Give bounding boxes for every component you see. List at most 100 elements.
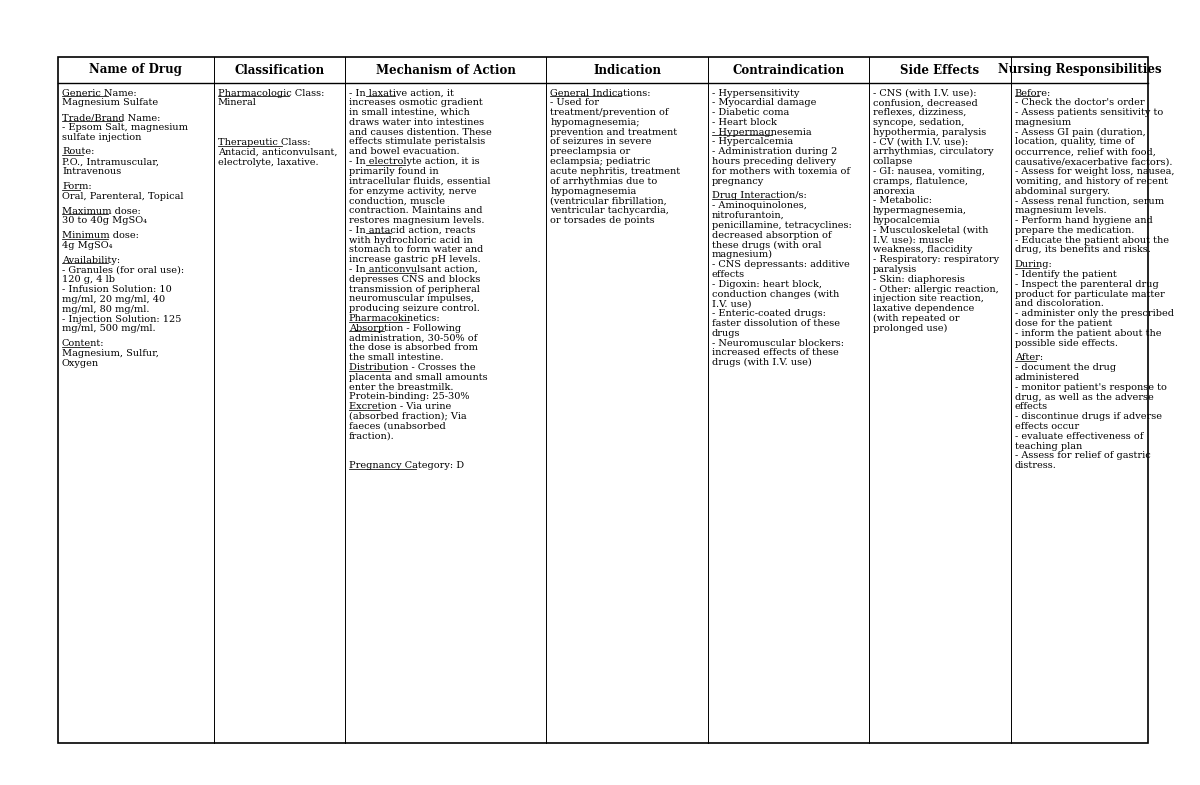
Text: and causes distention. These: and causes distention. These: [349, 128, 492, 137]
Text: Side Effects: Side Effects: [900, 64, 979, 76]
Text: P.O., Intramuscular,: P.O., Intramuscular,: [62, 157, 158, 166]
Text: - Perform hand hygiene and: - Perform hand hygiene and: [1015, 216, 1152, 225]
Text: effects occur: effects occur: [1015, 422, 1079, 431]
Text: - Enteric-coated drugs:: - Enteric-coated drugs:: [712, 309, 826, 318]
Text: Mechanism of Action: Mechanism of Action: [376, 64, 516, 76]
Text: and discoloration.: and discoloration.: [1015, 299, 1104, 309]
Text: - Hypersensitivity: - Hypersensitivity: [712, 89, 799, 97]
Text: Protein-binding: 25-30%: Protein-binding: 25-30%: [349, 392, 469, 401]
Text: contraction. Maintains and: contraction. Maintains and: [349, 206, 482, 215]
Text: for enzyme activity, nerve: for enzyme activity, nerve: [349, 187, 476, 195]
Text: reflexes, dizziness,: reflexes, dizziness,: [872, 108, 966, 117]
Text: decreased absorption of: decreased absorption of: [712, 231, 832, 239]
Text: prolonged use): prolonged use): [872, 323, 947, 333]
Text: mg/ml, 80 mg/ml.: mg/ml, 80 mg/ml.: [62, 305, 150, 314]
Text: - Granules (for oral use):: - Granules (for oral use):: [62, 265, 184, 275]
Text: Pharmacologic Class:: Pharmacologic Class:: [218, 89, 324, 97]
Text: administered: administered: [1015, 373, 1080, 382]
Text: effects: effects: [712, 270, 745, 279]
Text: drug, as well as the adverse: drug, as well as the adverse: [1015, 392, 1153, 401]
Text: magnesium levels.: magnesium levels.: [1015, 206, 1106, 215]
Text: preeclampsia or: preeclampsia or: [551, 148, 630, 156]
Text: Trade/Brand Name:: Trade/Brand Name:: [62, 113, 161, 122]
Text: arrhythmias, circulatory: arrhythmias, circulatory: [872, 148, 994, 156]
Text: laxative dependence: laxative dependence: [872, 304, 974, 313]
Text: Contraindication: Contraindication: [732, 64, 845, 76]
Text: Magnesium, Sulfur,: Magnesium, Sulfur,: [62, 349, 158, 358]
Text: neuromuscular impulses,: neuromuscular impulses,: [349, 294, 474, 303]
Text: placenta and small amounts: placenta and small amounts: [349, 373, 487, 382]
Text: - In laxative action, it: - In laxative action, it: [349, 89, 454, 97]
Text: penicillamine, tetracyclines:: penicillamine, tetracyclines:: [712, 221, 851, 230]
Text: - monitor patient's response to: - monitor patient's response to: [1015, 383, 1166, 392]
Text: - Heart block: - Heart block: [712, 118, 776, 127]
Text: Name of Drug: Name of Drug: [90, 64, 182, 76]
Text: treatment/prevention of: treatment/prevention of: [551, 108, 668, 117]
Text: of arrhythmias due to: of arrhythmias due to: [551, 177, 658, 186]
Text: transmission of peripheral: transmission of peripheral: [349, 284, 480, 294]
Text: depresses CNS and blocks: depresses CNS and blocks: [349, 275, 480, 283]
Text: Magnesium Sulfate: Magnesium Sulfate: [62, 98, 158, 108]
Text: I.V. use): I.V. use): [712, 299, 751, 309]
Text: distress.: distress.: [1015, 461, 1056, 470]
Text: weakness, flaccidity: weakness, flaccidity: [872, 245, 972, 254]
Text: - Inspect the parenteral drug: - Inspect the parenteral drug: [1015, 279, 1158, 289]
Text: Antacid, anticonvulsant,: Antacid, anticonvulsant,: [218, 148, 337, 157]
Text: anorexia: anorexia: [872, 187, 916, 195]
Text: - Assess for weight loss, nausea,: - Assess for weight loss, nausea,: [1015, 167, 1174, 176]
Text: hypothermia, paralysis: hypothermia, paralysis: [872, 128, 986, 137]
Text: location, quality, time of: location, quality, time of: [1015, 137, 1134, 147]
Text: - Identify the patient: - Identify the patient: [1015, 270, 1116, 279]
Text: General Indications:: General Indications:: [551, 89, 650, 97]
Text: 120 g, 4 lb: 120 g, 4 lb: [62, 276, 115, 284]
Text: - Injection Solution: 125: - Injection Solution: 125: [62, 315, 181, 323]
Text: sulfate injection: sulfate injection: [62, 133, 142, 142]
Text: - Infusion Solution: 10: - Infusion Solution: 10: [62, 285, 172, 294]
Text: for mothers with toxemia of: for mothers with toxemia of: [712, 167, 850, 176]
Text: confusion, decreased: confusion, decreased: [872, 98, 978, 108]
Text: with hydrochloric acid in: with hydrochloric acid in: [349, 236, 473, 244]
Text: Absorption - Following: Absorption - Following: [349, 323, 461, 333]
Text: - Hypermagnesemia: - Hypermagnesemia: [712, 128, 811, 137]
Text: causative/exacerbative factors).: causative/exacerbative factors).: [1015, 157, 1172, 166]
Text: intracellular fluids, essential: intracellular fluids, essential: [349, 177, 490, 186]
Text: - Assess patients sensitivity to: - Assess patients sensitivity to: [1015, 108, 1163, 117]
Text: - Neuromuscular blockers:: - Neuromuscular blockers:: [712, 338, 844, 348]
Text: drug, its benefits and risks.: drug, its benefits and risks.: [1015, 245, 1151, 254]
Text: restores magnesium levels.: restores magnesium levels.: [349, 216, 484, 225]
Text: - Assess for relief of gastric: - Assess for relief of gastric: [1015, 451, 1151, 460]
Text: Form:: Form:: [62, 182, 91, 191]
Text: Pharmacokinetics:: Pharmacokinetics:: [349, 314, 440, 323]
Text: faeces (unabsorbed: faeces (unabsorbed: [349, 422, 445, 431]
Text: cramps, flatulence,: cramps, flatulence,: [872, 177, 968, 186]
Text: Excretion - Via urine: Excretion - Via urine: [349, 402, 451, 411]
Text: stomach to form water and: stomach to form water and: [349, 245, 482, 254]
Text: - Respiratory: respiratory: - Respiratory: respiratory: [872, 255, 1000, 264]
Text: acute nephritis, treatment: acute nephritis, treatment: [551, 167, 680, 176]
Text: - In electrolyte action, it is: - In electrolyte action, it is: [349, 157, 479, 166]
Text: I.V. use): muscle: I.V. use): muscle: [872, 236, 954, 244]
Text: paralysis: paralysis: [872, 265, 917, 274]
Text: the small intestine.: the small intestine.: [349, 353, 443, 362]
Text: primarily found in: primarily found in: [349, 167, 438, 176]
Text: collapse: collapse: [872, 157, 913, 166]
Text: - Myocardial damage: - Myocardial damage: [712, 98, 816, 108]
Text: prevention and treatment: prevention and treatment: [551, 128, 678, 137]
Text: - Hypercalcemia: - Hypercalcemia: [712, 137, 793, 147]
Text: the dose is absorbed from: the dose is absorbed from: [349, 343, 478, 352]
Text: drugs: drugs: [712, 329, 740, 338]
Text: - Epsom Salt, magnesium: - Epsom Salt, magnesium: [62, 123, 188, 132]
Text: - CNS depressants: additive: - CNS depressants: additive: [712, 260, 850, 269]
Text: 4g MgSO₄: 4g MgSO₄: [62, 241, 113, 250]
Text: in small intestine, which: in small intestine, which: [349, 108, 469, 117]
Text: increase gastric pH levels.: increase gastric pH levels.: [349, 255, 480, 264]
Text: nitrofurantoin,: nitrofurantoin,: [712, 211, 785, 220]
Text: - discontinue drugs if adverse: - discontinue drugs if adverse: [1015, 412, 1162, 421]
Text: occurrence, relief with food,: occurrence, relief with food,: [1015, 148, 1156, 156]
Text: - GI: nausea, vomiting,: - GI: nausea, vomiting,: [872, 167, 985, 176]
Text: - In anticonvulsant action,: - In anticonvulsant action,: [349, 265, 478, 274]
Text: drugs (with I.V. use): drugs (with I.V. use): [712, 358, 811, 367]
Text: Generic Name:: Generic Name:: [62, 89, 137, 97]
Text: - Skin: diaphoresis: - Skin: diaphoresis: [872, 275, 965, 283]
Text: abdominal surgery.: abdominal surgery.: [1015, 187, 1110, 195]
